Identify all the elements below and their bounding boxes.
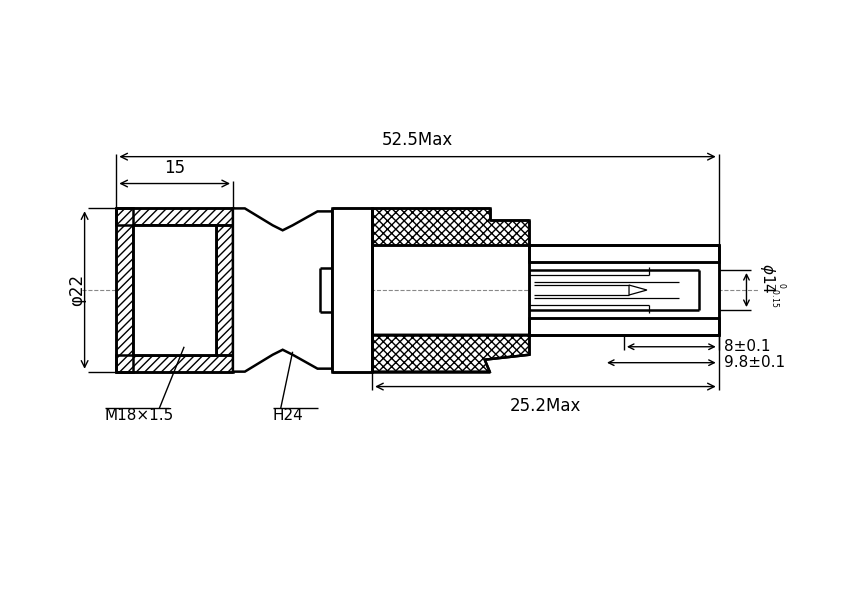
Text: M18×1.5: M18×1.5 (104, 408, 174, 424)
Polygon shape (216, 225, 233, 355)
Text: 25.2Max: 25.2Max (510, 396, 581, 415)
Polygon shape (629, 285, 647, 295)
Polygon shape (529, 245, 718, 335)
Polygon shape (116, 208, 233, 225)
Text: φ22: φ22 (68, 274, 86, 306)
Text: 52.5Max: 52.5Max (382, 131, 453, 149)
Text: H24: H24 (273, 408, 303, 424)
Text: $^{0}_{-0.15}$: $^{0}_{-0.15}$ (768, 283, 788, 307)
Polygon shape (529, 245, 718, 262)
Text: $\phi$14: $\phi$14 (758, 263, 778, 293)
Polygon shape (133, 225, 216, 355)
Polygon shape (116, 208, 133, 372)
Text: 15: 15 (164, 159, 185, 176)
Polygon shape (372, 335, 529, 372)
Polygon shape (116, 355, 233, 372)
Polygon shape (233, 208, 332, 372)
Polygon shape (372, 208, 529, 245)
Polygon shape (529, 318, 718, 335)
Text: 9.8±0.1: 9.8±0.1 (723, 355, 784, 370)
Text: 8±0.1: 8±0.1 (723, 339, 770, 354)
Polygon shape (332, 208, 372, 372)
